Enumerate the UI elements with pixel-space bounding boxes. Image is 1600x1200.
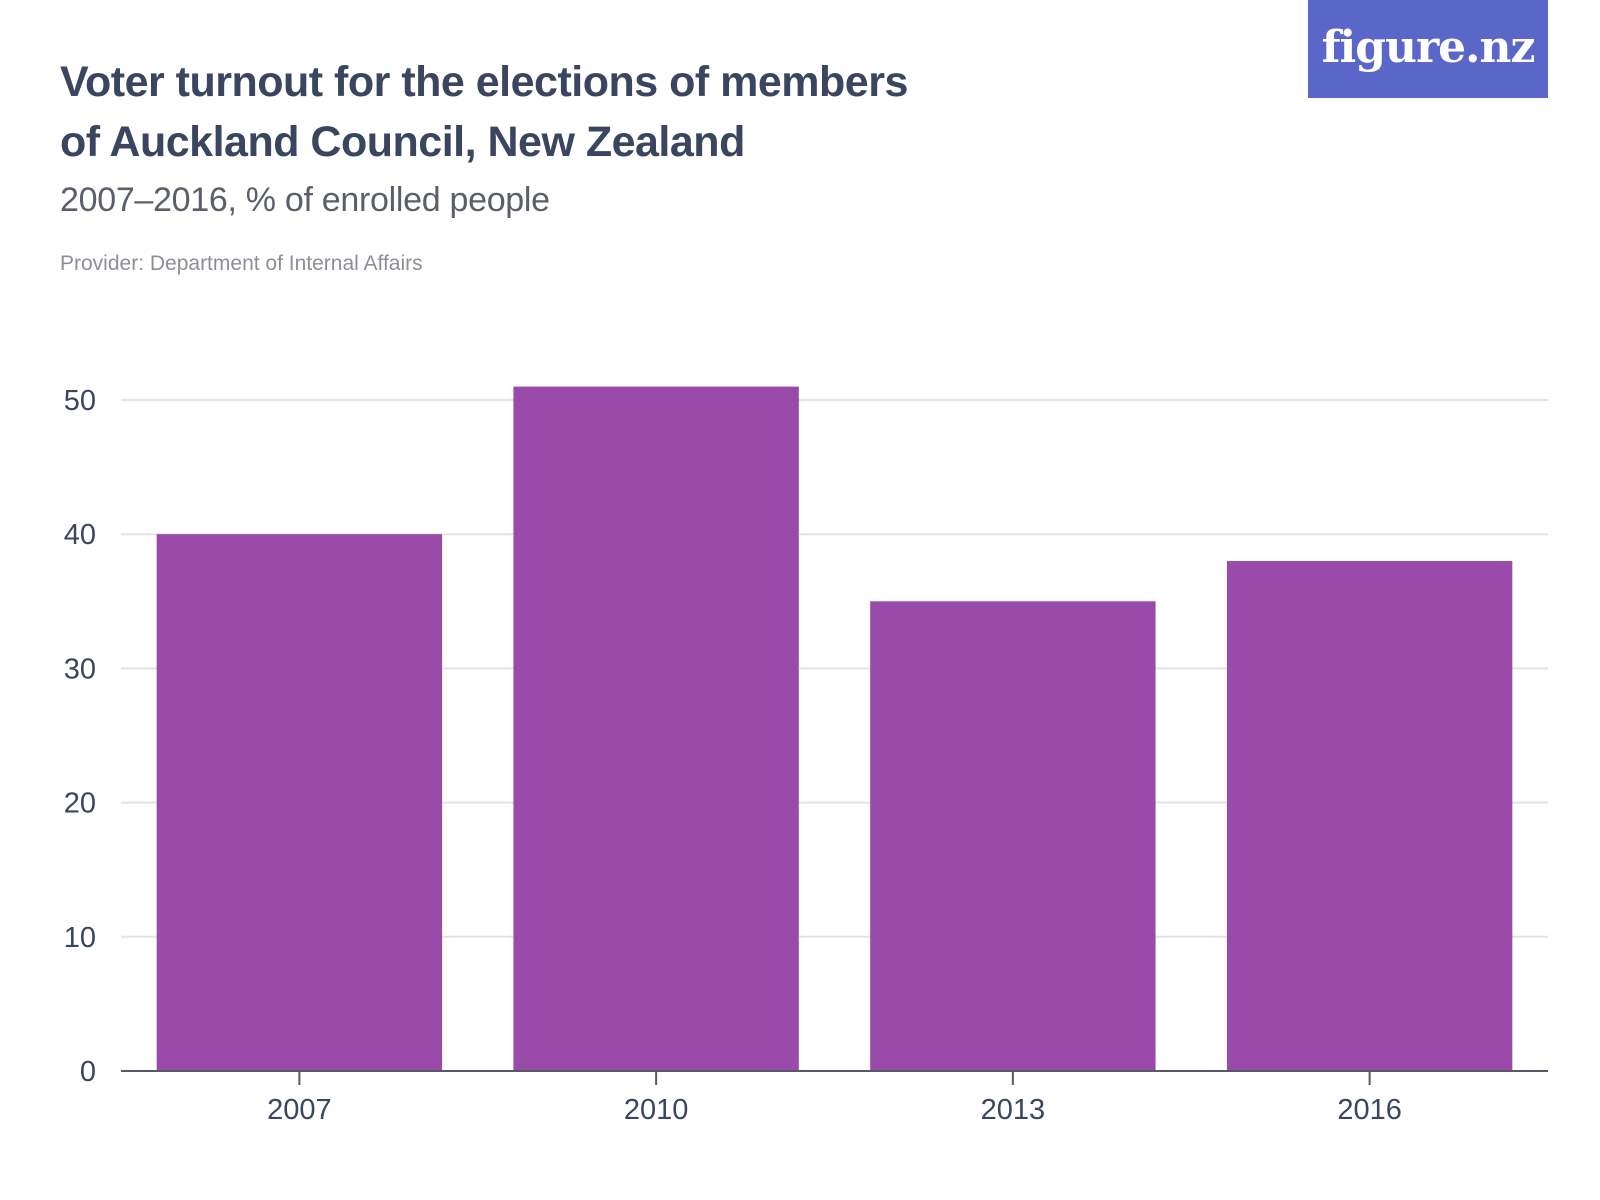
chart-title: Voter turnout for the elections of membe… xyxy=(60,52,960,172)
axes: 0 10 20 30 40 50 2007 2010 2013 2016 xyxy=(64,385,1548,1126)
bar-2016[interactable] xyxy=(1226,561,1513,1071)
y-tick-label-10: 10 xyxy=(64,922,96,954)
y-tick-label-20: 20 xyxy=(64,788,96,820)
logo-text: figure.nz xyxy=(1321,21,1536,73)
bar-2007[interactable] xyxy=(156,534,443,1071)
y-tick-label-40: 40 xyxy=(64,519,96,551)
bars xyxy=(156,386,1513,1072)
bar-2013[interactable] xyxy=(870,601,1156,1071)
chart-subtitle: 2007–2016, % of enrolled people xyxy=(60,181,550,219)
y-tick-label-50: 50 xyxy=(64,385,96,417)
data-provider: Provider: Department of Internal Affairs xyxy=(60,252,423,275)
bar-2010[interactable] xyxy=(513,386,799,1072)
x-tick-label-2016: 2016 xyxy=(1337,1094,1402,1126)
x-tick-label-2010: 2010 xyxy=(624,1094,689,1126)
chart-title-line-1: Voter turnout for the elections of membe… xyxy=(60,58,908,106)
x-tick-label-2013: 2013 xyxy=(981,1094,1046,1126)
y-tick-label-30: 30 xyxy=(64,653,96,685)
chart-title-line-2: of Auckland Council, New Zealand xyxy=(60,118,745,166)
figure-nz-logo[interactable]: figure.nz xyxy=(1308,0,1548,98)
x-tick-label-2007: 2007 xyxy=(267,1094,332,1126)
y-tick-label-0: 0 xyxy=(80,1056,96,1088)
